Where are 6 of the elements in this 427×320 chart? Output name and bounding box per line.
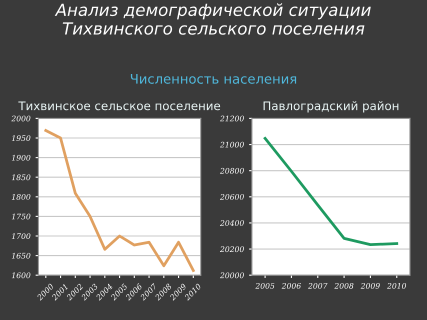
line-series xyxy=(264,137,398,246)
text: Анализ демографической ситуации Тихвинского сельского поселения xyxy=(54,3,371,35)
chart-title: Тихвинское сельское поселение xyxy=(18,101,220,110)
chart-title: Павлоградский район xyxy=(264,101,398,113)
line-series xyxy=(44,129,195,272)
text: Численность населения xyxy=(130,74,296,84)
